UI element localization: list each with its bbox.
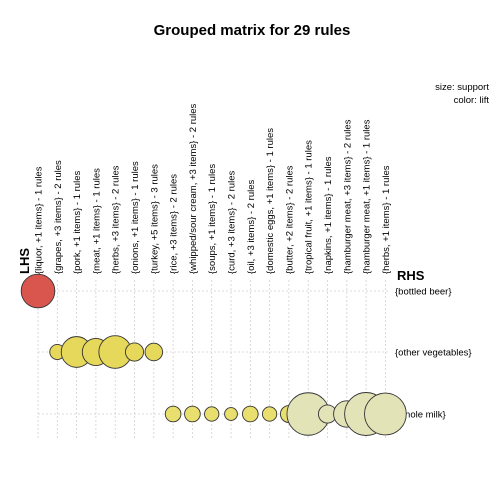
lhs-group-label: {grapes, +3 items} - 2 rules xyxy=(53,160,64,274)
lhs-group-label: {herbs, +3 items} - 2 rules xyxy=(111,165,122,274)
bubble xyxy=(224,407,238,421)
lhs-group-label: {onions, +1 items} - 1 rules xyxy=(130,161,141,274)
bubble xyxy=(204,406,220,422)
rhs-axis-label: RHS xyxy=(397,268,425,283)
bubble xyxy=(364,392,407,436)
lhs-group-label: {herbs, +1 items} - 1 rules xyxy=(381,165,392,274)
lhs-group-label: {liquor, +1 items} - 1 rules xyxy=(34,166,45,274)
rhs-item-label: {bottled beer} xyxy=(395,287,452,298)
rhs-item-labels: {bottled beer} {other vegetables} {whole m… xyxy=(395,287,472,421)
chart-title: Grouped matrix for 29 rules xyxy=(154,22,351,39)
bubble xyxy=(164,405,182,423)
bubble xyxy=(20,273,56,309)
rhs-item-label: {other vegetables} xyxy=(395,348,472,359)
lhs-group-label: {oil, +3 items} - 2 rules xyxy=(246,179,257,274)
bubble xyxy=(124,342,145,362)
lhs-group-label: {tropical fruit, +1 items} - 1 rules xyxy=(304,140,315,274)
legend-color: color: lift xyxy=(454,95,490,106)
lhs-group-label: {turkey, +5 items} - 3 rules xyxy=(149,164,160,274)
lhs-group-labels: {liquor, +1 items} - 1 rules {grapes, +3 … xyxy=(34,103,392,274)
lhs-group-label: {hamburger meat, +3 items} - 2 rules xyxy=(342,119,353,274)
lhs-group-label: {napkins, +1 items} - 1 rules xyxy=(323,156,334,274)
bubble xyxy=(184,405,201,423)
legend-size: size: support xyxy=(435,82,489,93)
bubble xyxy=(241,405,259,423)
lhs-axis-label: LHS xyxy=(17,248,32,274)
lhs-group-label: {meat, +1 items} - 1 rules xyxy=(91,168,102,274)
bubble xyxy=(261,406,278,422)
bubble xyxy=(144,342,164,362)
lhs-group-label: {curd, +3 items} - 2 rules xyxy=(227,171,238,274)
lhs-group-label: {pork, +1 items} - 1 rules xyxy=(72,171,83,274)
rhs-item-label: {whole milk} xyxy=(395,410,446,421)
lhs-group-label: {butter, +2 items} - 2 rules xyxy=(284,165,295,274)
lhs-group-label: {rice, +3 items} - 2 rules xyxy=(169,174,180,274)
lhs-group-label: {soups, +1 items} - 1 rules xyxy=(207,164,218,274)
lhs-group-label: {domestic eggs, +1 items} - 1 rules xyxy=(265,128,276,274)
bubbles xyxy=(20,273,407,436)
lhs-group-label: {whipped/sour cream, +3 items} - 2 rules xyxy=(188,103,199,274)
lhs-group-label: {hamburger meat, +1 items} - 1 rules xyxy=(362,119,373,274)
